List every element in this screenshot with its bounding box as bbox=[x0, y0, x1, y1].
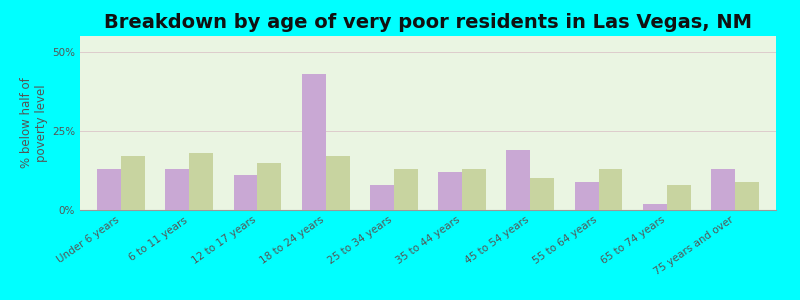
Bar bbox=[574, 182, 598, 210]
Bar bbox=[530, 178, 554, 210]
Y-axis label: % below half of
poverty level: % below half of poverty level bbox=[20, 78, 48, 168]
Bar bbox=[643, 204, 667, 210]
Bar bbox=[189, 153, 213, 210]
Bar bbox=[234, 175, 258, 210]
Bar bbox=[326, 156, 350, 210]
Bar bbox=[711, 169, 735, 210]
Bar bbox=[394, 169, 418, 210]
Bar bbox=[462, 169, 486, 210]
Bar bbox=[258, 163, 282, 210]
Bar bbox=[735, 182, 759, 210]
Bar bbox=[438, 172, 462, 210]
Bar bbox=[97, 169, 121, 210]
Bar bbox=[121, 156, 145, 210]
Bar bbox=[506, 150, 530, 210]
Bar bbox=[302, 74, 326, 210]
Bar bbox=[166, 169, 189, 210]
Title: Breakdown by age of very poor residents in Las Vegas, NM: Breakdown by age of very poor residents … bbox=[104, 13, 752, 32]
Bar bbox=[598, 169, 622, 210]
Bar bbox=[667, 185, 690, 210]
Bar bbox=[370, 185, 394, 210]
